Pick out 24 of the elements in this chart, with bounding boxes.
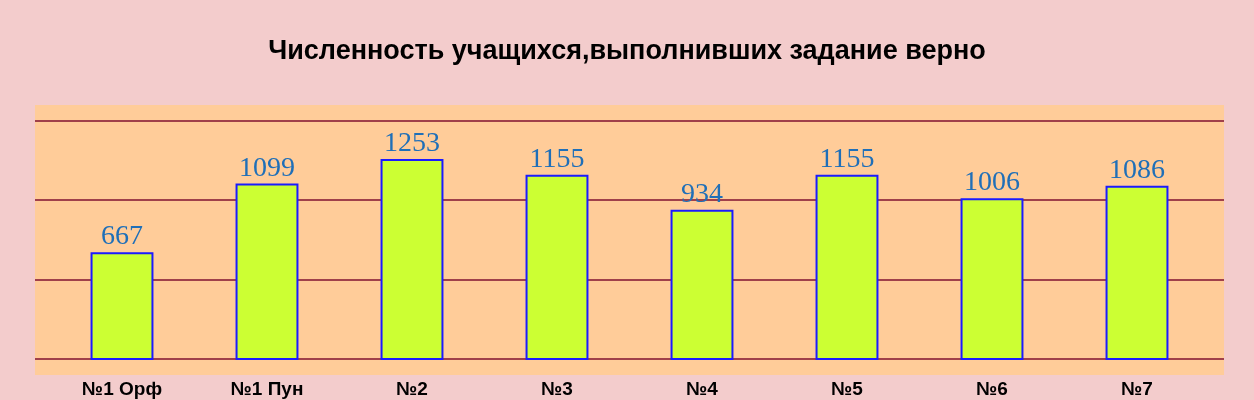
- bar: [960, 198, 1024, 361]
- x-tick-label: №2: [396, 378, 428, 399]
- x-tick-label: №5: [831, 378, 864, 399]
- chart-title: Численность учащихся,выполнивших задание верно: [268, 34, 986, 65]
- x-tick-label: №1 Орф: [81, 378, 163, 399]
- data-label: 1006: [964, 165, 1020, 197]
- bar: [380, 159, 444, 361]
- data-label: 1099: [239, 150, 295, 182]
- bar: [670, 209, 734, 361]
- bar: [525, 174, 589, 361]
- bar: [815, 174, 879, 361]
- x-tick-label: №1 Пун: [230, 378, 304, 399]
- bar: [235, 183, 299, 361]
- data-label: 1253: [384, 126, 440, 158]
- bar: [90, 252, 154, 361]
- data-label: 1155: [819, 141, 875, 173]
- data-label: 1155: [529, 141, 585, 173]
- data-label: 667: [101, 219, 143, 251]
- bar: [1105, 185, 1169, 361]
- x-tick-label: №7: [1121, 378, 1153, 399]
- x-tick-label: №3: [541, 378, 573, 399]
- data-label: 1086: [1109, 152, 1165, 184]
- x-tick-label: №6: [976, 378, 1008, 399]
- x-tick-label: №4: [686, 378, 719, 399]
